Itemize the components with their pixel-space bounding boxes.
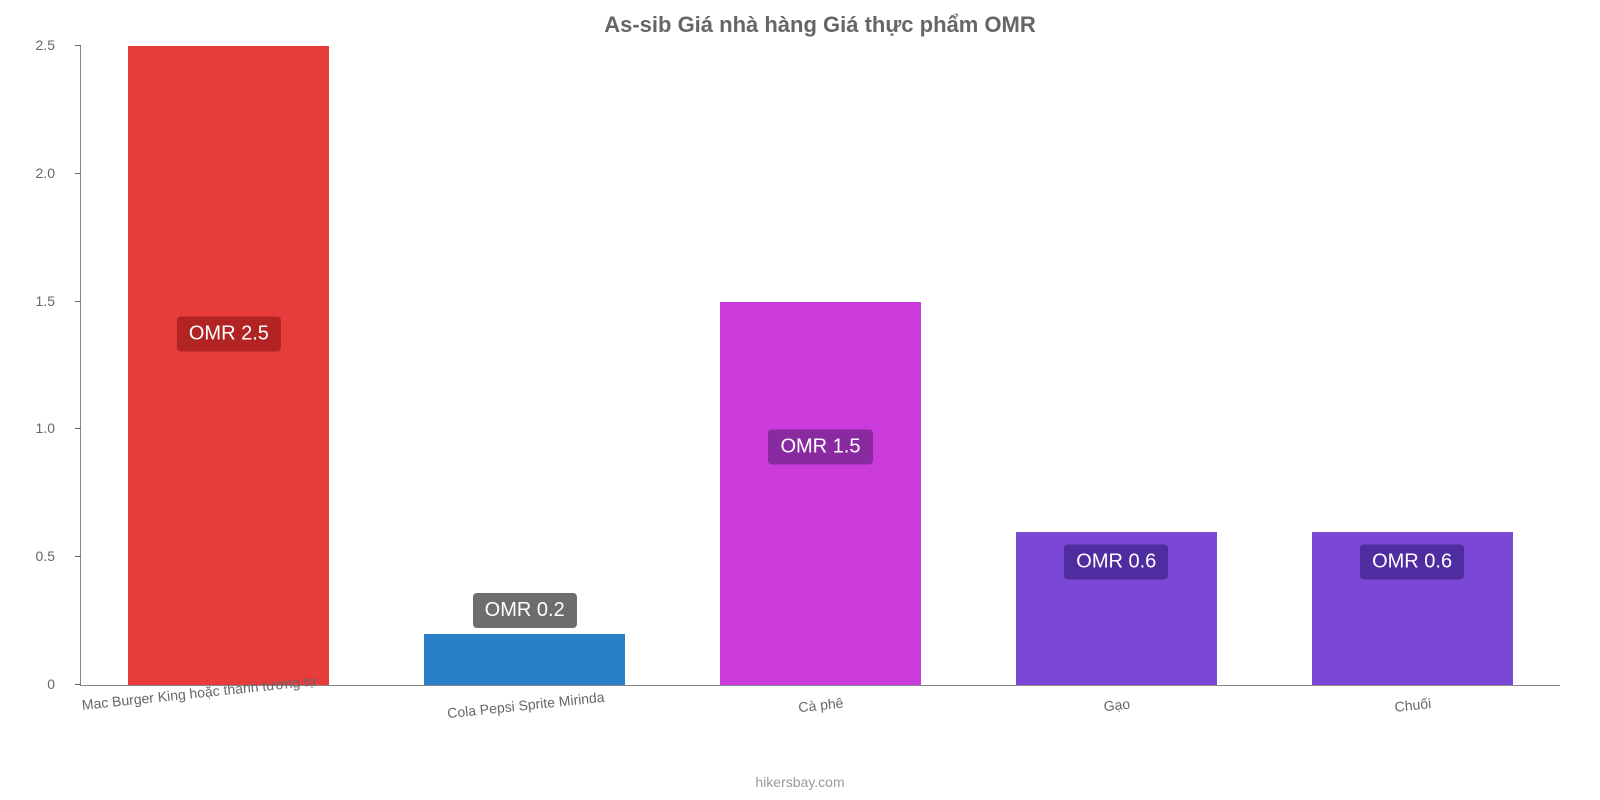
chart-title: As-sib Giá nhà hàng Giá thực phẩm OMR <box>80 12 1560 38</box>
bar-value-label: OMR 2.5 <box>177 316 281 351</box>
y-tick-label: 0.5 <box>36 548 55 564</box>
y-tick: 1.0 <box>69 428 81 429</box>
bar: OMR 1.5 <box>720 302 921 685</box>
bar-value-label: OMR 0.6 <box>1360 545 1464 580</box>
bar-value-label: OMR 0.2 <box>473 593 577 628</box>
x-axis-label: Gạo <box>1103 696 1131 715</box>
x-axis-label: Cola Pepsi Sprite Mirinda <box>446 689 605 721</box>
chart-footer: hikersbay.com <box>0 774 1600 790</box>
y-tick: 2.0 <box>69 173 81 174</box>
y-tick-label: 2.5 <box>36 37 55 53</box>
y-tick-label: 2.0 <box>36 165 55 181</box>
bar-slot: OMR 0.2Cola Pepsi Sprite Mirinda <box>377 46 673 685</box>
y-tick-label: 1.5 <box>36 293 55 309</box>
x-axis-label: Cà phê <box>798 695 845 716</box>
bar: OMR 2.5 <box>128 46 329 685</box>
y-tick: 1.5 <box>69 301 81 302</box>
bars-group: OMR 2.5Mac Burger King hoặc thanh tương … <box>81 46 1560 685</box>
y-tick-label: 1.0 <box>36 420 55 436</box>
bar-slot: OMR 0.6Gạo <box>968 46 1264 685</box>
bar: OMR 0.6 <box>1312 532 1513 685</box>
bar-slot: OMR 1.5Cà phê <box>673 46 969 685</box>
bar-value-label: OMR 1.5 <box>768 430 872 465</box>
x-axis-label: Chuối <box>1394 695 1432 715</box>
bar-value-label: OMR 0.6 <box>1064 545 1168 580</box>
y-tick-label: 0 <box>47 676 55 692</box>
bar: OMR 0.2 <box>424 634 625 685</box>
bar-slot: OMR 2.5Mac Burger King hoặc thanh tương … <box>81 46 377 685</box>
plot-area: OMR 2.5Mac Burger King hoặc thanh tương … <box>80 46 1560 686</box>
y-tick: 0.5 <box>69 556 81 557</box>
bar: OMR 0.6 <box>1016 532 1217 685</box>
bar-slot: OMR 0.6Chuối <box>1264 46 1560 685</box>
y-tick: 0 <box>69 684 81 685</box>
y-tick: 2.5 <box>69 45 81 46</box>
chart-container: As-sib Giá nhà hàng Giá thực phẩm OMR OM… <box>0 0 1600 800</box>
